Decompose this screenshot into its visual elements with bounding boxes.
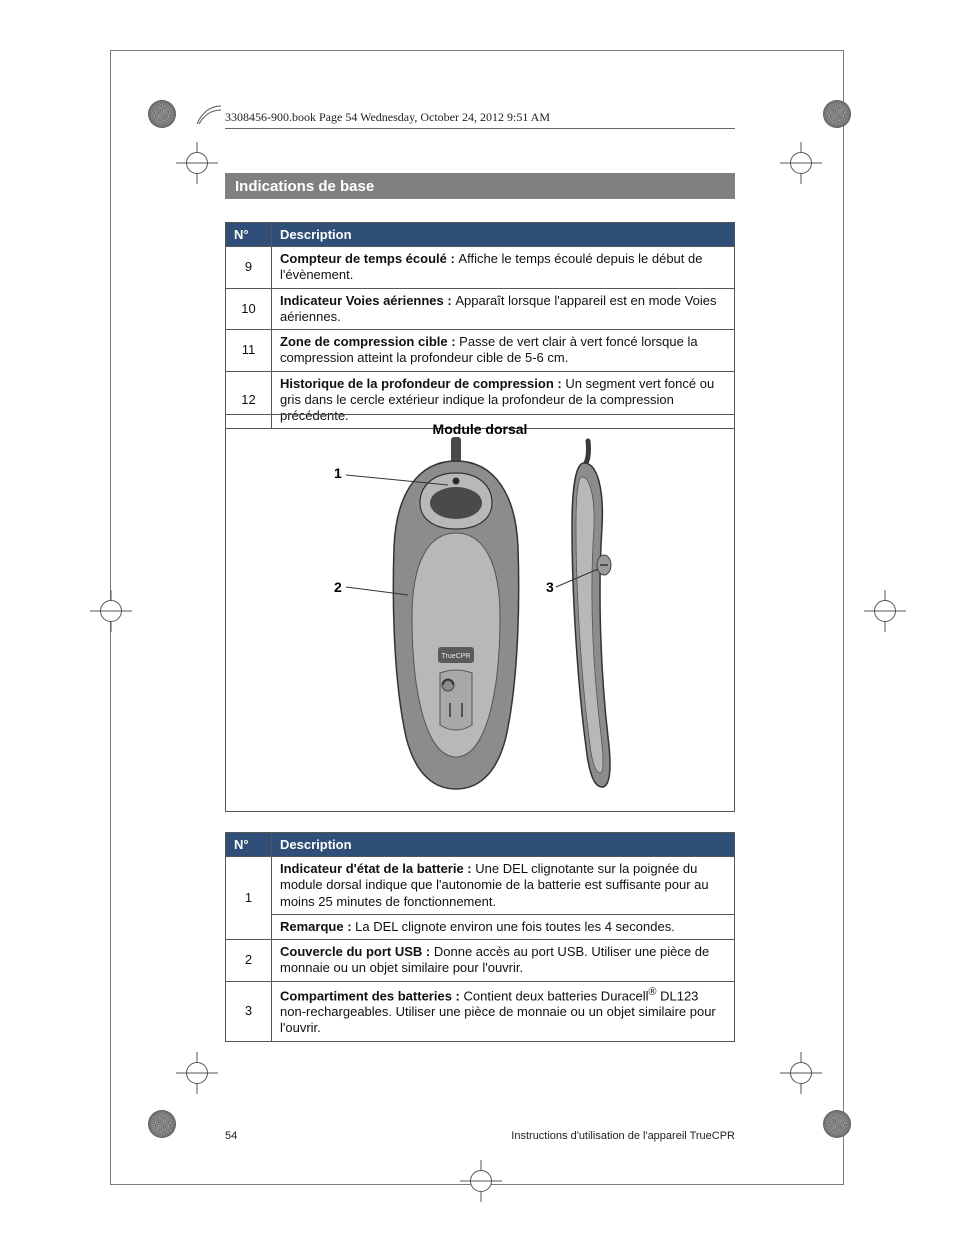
figure-title: Module dorsal bbox=[226, 415, 734, 437]
row-num: 1 bbox=[226, 857, 272, 940]
page-number: 54 bbox=[225, 1130, 237, 1142]
callout-3: 3 bbox=[546, 579, 554, 595]
row-num: 2 bbox=[226, 940, 272, 982]
row-num: 10 bbox=[226, 288, 272, 330]
section-heading: Indications de base bbox=[225, 173, 735, 199]
row-num: 3 bbox=[226, 981, 272, 1041]
row-desc: Zone de compression cible : Passe de ver… bbox=[272, 330, 735, 372]
table-row: 10 Indicateur Voies aériennes : Apparaît… bbox=[226, 288, 735, 330]
table-module-dorsal: N° Description 1 Indicateur d'état de la… bbox=[225, 832, 735, 1042]
row-text-pre: Contient deux batteries Duracell bbox=[464, 988, 649, 1003]
header-swoosh-icon bbox=[195, 104, 223, 126]
row-bold: Compartiment des batteries : bbox=[280, 988, 464, 1003]
running-header: 3308456-900.book Page 54 Wednesday, Octo… bbox=[225, 110, 550, 125]
print-registration-disc bbox=[823, 100, 851, 128]
footer-text: Instructions d'utilisation de l'appareil… bbox=[511, 1130, 735, 1142]
figure-module-dorsal: Module dorsal TrueCPR bbox=[225, 414, 735, 812]
print-crosshair bbox=[460, 1160, 502, 1202]
row-desc: Compartiment des batteries : Contient de… bbox=[272, 981, 735, 1041]
print-crosshair bbox=[176, 142, 218, 184]
row-desc: Indicateur Voies aériennes : Apparaît lo… bbox=[272, 288, 735, 330]
table-row: 2 Couvercle du port USB : Donne accès au… bbox=[226, 940, 735, 982]
row-bold: Remarque : bbox=[280, 919, 355, 934]
callout-2: 2 bbox=[334, 579, 342, 595]
print-registration-disc bbox=[148, 100, 176, 128]
row-desc: Couvercle du port USB : Donne accès au p… bbox=[272, 940, 735, 982]
row-bold: Historique de la profondeur de compressi… bbox=[280, 376, 565, 391]
print-registration-disc bbox=[148, 1110, 176, 1138]
callout-1: 1 bbox=[334, 465, 342, 481]
print-registration-disc bbox=[823, 1110, 851, 1138]
table-header-num: N° bbox=[226, 833, 272, 857]
row-num: 11 bbox=[226, 330, 272, 372]
row-bold: Indicateur d'état de la batterie : bbox=[280, 861, 475, 876]
table-row: 11 Zone de compression cible : Passe de … bbox=[226, 330, 735, 372]
row-text: La DEL clignote environ une fois toutes … bbox=[355, 919, 675, 934]
row-num: 9 bbox=[226, 247, 272, 289]
row-bold: Compteur de temps écoulé : bbox=[280, 251, 458, 266]
print-crosshair bbox=[780, 142, 822, 184]
print-crosshair bbox=[90, 590, 132, 632]
table-row: Remarque : La DEL clignote environ une f… bbox=[226, 914, 735, 939]
row-desc: Indicateur d'état de la batterie : Une D… bbox=[272, 857, 735, 915]
print-crosshair bbox=[864, 590, 906, 632]
print-crosshair bbox=[780, 1052, 822, 1094]
table-header-num: N° bbox=[226, 223, 272, 247]
table-row: 9 Compteur de temps écoulé : Affiche le … bbox=[226, 247, 735, 289]
print-crosshair bbox=[176, 1052, 218, 1094]
table-row: 1 Indicateur d'état de la batterie : Une… bbox=[226, 857, 735, 915]
table-indications: N° Description 9 Compteur de temps écoul… bbox=[225, 222, 735, 429]
header-rule bbox=[225, 128, 735, 129]
device-logo-text: TrueCPR bbox=[442, 653, 471, 660]
row-desc: Compteur de temps écoulé : Affiche le te… bbox=[272, 247, 735, 289]
row-bold: Indicateur Voies aériennes : bbox=[280, 293, 455, 308]
row-desc: Remarque : La DEL clignote environ une f… bbox=[272, 914, 735, 939]
table-header-desc: Description bbox=[272, 833, 735, 857]
table-row: 3 Compartiment des batteries : Contient … bbox=[226, 981, 735, 1041]
row-bold: Couvercle du port USB : bbox=[280, 944, 434, 959]
device-svg: TrueCPR bbox=[226, 437, 736, 797]
device-illustration: TrueCPR 1 2 3 bbox=[226, 437, 734, 797]
table-header-desc: Description bbox=[272, 223, 735, 247]
row-bold: Zone de compression cible : bbox=[280, 334, 459, 349]
